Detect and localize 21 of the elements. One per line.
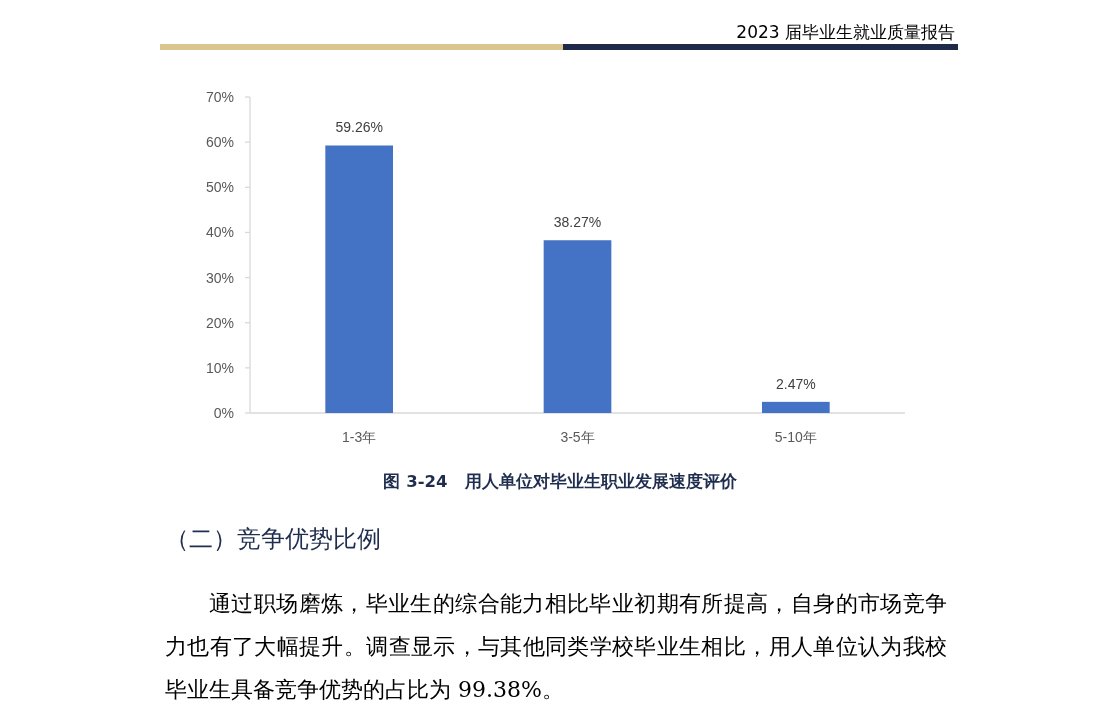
x-tick-label: 3-5年 — [560, 429, 595, 445]
y-tick-label: 70% — [205, 89, 234, 105]
x-tick-label: 1-3年 — [342, 429, 377, 445]
bar — [543, 240, 612, 413]
data-label: 59.26% — [335, 119, 383, 136]
data-label: 2.47% — [775, 375, 816, 392]
bar — [761, 401, 830, 413]
y-tick-label: 40% — [205, 224, 234, 241]
y-tick-label: 60% — [205, 134, 234, 151]
text: 2023 届毕业生就业质量报告 — [736, 21, 955, 44]
y-tick-label: 20% — [205, 314, 234, 331]
data-label: 38.27% — [553, 214, 602, 231]
text: 图 3-24 用人单位对毕业生职业发展速度评价 — [383, 471, 738, 491]
text: （二）竞争优势比例 — [165, 524, 381, 555]
y-tick-label: 50% — [205, 179, 234, 196]
bar — [325, 145, 394, 413]
text: 通过职场磨炼，毕业生的综合能力相比毕业初期有所提高，自身的市场竞争力也有了大幅提升。调查显示，与其他同类学校毕业生相比，用人单位认为我校毕业生具备竞争优势的占比为 99.38%。 — [165, 590, 947, 704]
y-tick-label: 30% — [205, 269, 234, 286]
x-tick-label: 5-10年 — [774, 429, 817, 445]
y-tick-label: 0% — [213, 405, 234, 421]
y-tick-label: 10% — [205, 359, 234, 376]
